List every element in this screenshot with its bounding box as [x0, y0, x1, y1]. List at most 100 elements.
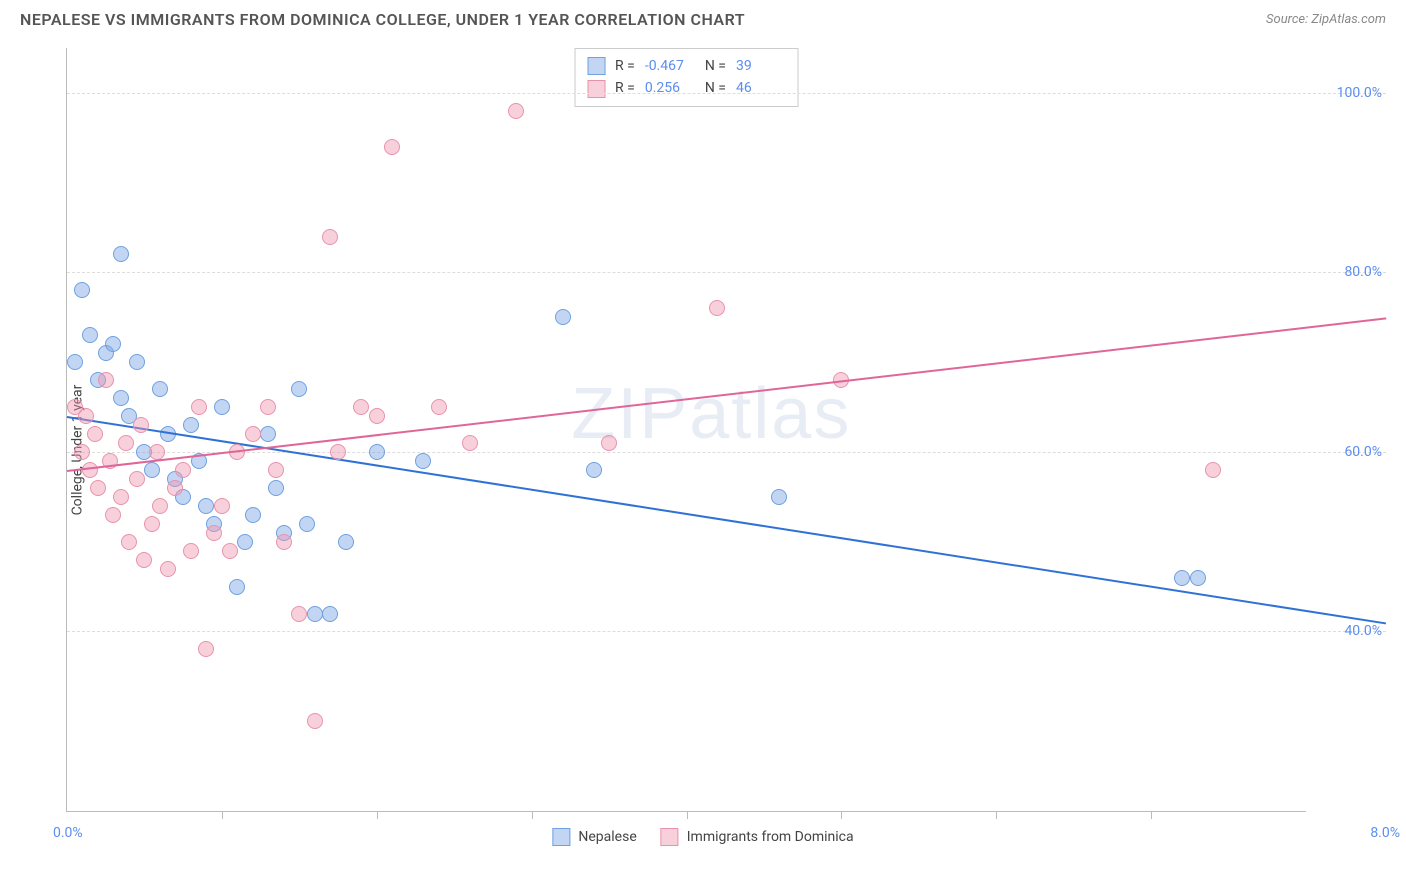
scatter-point — [206, 525, 222, 541]
scatter-point — [709, 300, 725, 316]
scatter-point — [260, 426, 276, 442]
scatter-point — [322, 606, 338, 622]
scatter-point — [74, 282, 90, 298]
scatter-point — [237, 534, 253, 550]
y-tick-label: 80.0% — [1344, 264, 1382, 280]
scatter-point — [508, 103, 524, 119]
scatter-point — [601, 435, 617, 451]
source-label: Source: ZipAtlas.com — [1266, 12, 1386, 27]
stats-legend-box: R = -0.467 N = 39 R = 0.256 N = 46 — [574, 48, 799, 107]
scatter-point — [462, 435, 478, 451]
scatter-point — [299, 516, 315, 532]
stat-r-label: R = — [615, 77, 635, 99]
scatter-point — [160, 561, 176, 577]
stat-n-value: 46 — [736, 77, 786, 99]
scatter-point — [353, 399, 369, 415]
scatter-point — [121, 534, 137, 550]
swatch-icon — [552, 828, 570, 846]
scatter-point — [87, 426, 103, 442]
scatter-point — [214, 498, 230, 514]
x-axis-max-label: 8.0% — [1370, 825, 1400, 841]
scatter-point — [338, 534, 354, 550]
scatter-point — [1174, 570, 1190, 586]
scatter-point — [214, 399, 230, 415]
y-tick-label: 40.0% — [1344, 623, 1382, 639]
scatter-point — [78, 408, 94, 424]
swatch-icon — [587, 57, 605, 75]
gridline — [67, 93, 1386, 94]
scatter-point — [133, 417, 149, 433]
scatter-point — [82, 327, 98, 343]
legend-label: Nepalese — [578, 829, 636, 845]
x-axis-min-label: 0.0% — [53, 825, 83, 841]
y-tick-label: 60.0% — [1344, 444, 1382, 460]
scatter-point — [369, 444, 385, 460]
chart-title: NEPALESE VS IMMIGRANTS FROM DOMINICA COL… — [20, 10, 745, 29]
stat-r-value: 0.256 — [645, 77, 695, 99]
bottom-legend: Nepalese Immigrants from Dominica — [552, 828, 853, 846]
plot-area: ZIPatlas R = -0.467 N = 39 R = 0.256 N =… — [66, 48, 1306, 812]
scatter-point — [98, 372, 114, 388]
legend-item-0: Nepalese — [552, 828, 636, 846]
scatter-point — [67, 354, 83, 370]
scatter-point — [183, 417, 199, 433]
x-tick — [996, 811, 997, 819]
scatter-point — [268, 480, 284, 496]
x-tick — [532, 811, 533, 819]
y-tick-label: 100.0% — [1337, 85, 1382, 101]
scatter-point — [431, 399, 447, 415]
scatter-point — [175, 462, 191, 478]
scatter-point — [144, 516, 160, 532]
stats-row-0: R = -0.467 N = 39 — [587, 55, 786, 77]
scatter-point — [586, 462, 602, 478]
scatter-point — [105, 336, 121, 352]
stat-r-value: -0.467 — [645, 55, 695, 77]
scatter-point — [198, 498, 214, 514]
scatter-point — [90, 480, 106, 496]
stat-n-value: 39 — [736, 55, 786, 77]
scatter-point — [129, 471, 145, 487]
scatter-point — [144, 462, 160, 478]
chart-container: College, Under 1 year ZIPatlas R = -0.46… — [20, 48, 1386, 852]
legend-item-1: Immigrants from Dominica — [661, 828, 854, 846]
scatter-point — [1205, 462, 1221, 478]
scatter-point — [105, 507, 121, 523]
scatter-point — [152, 498, 168, 514]
scatter-point — [136, 552, 152, 568]
scatter-point — [183, 543, 199, 559]
scatter-point — [771, 489, 787, 505]
scatter-point — [369, 408, 385, 424]
scatter-point — [260, 399, 276, 415]
scatter-point — [149, 444, 165, 460]
stats-row-1: R = 0.256 N = 46 — [587, 77, 786, 99]
scatter-point — [276, 534, 292, 550]
scatter-point — [152, 381, 168, 397]
gridline — [67, 452, 1386, 453]
swatch-icon — [661, 828, 679, 846]
trend-line — [67, 317, 1386, 472]
scatter-point — [113, 489, 129, 505]
scatter-point — [415, 453, 431, 469]
x-tick — [687, 811, 688, 819]
swatch-icon — [587, 80, 605, 98]
scatter-point — [167, 480, 183, 496]
scatter-point — [74, 444, 90, 460]
scatter-point — [222, 543, 238, 559]
legend-label: Immigrants from Dominica — [687, 829, 854, 845]
scatter-point — [291, 606, 307, 622]
scatter-point — [330, 444, 346, 460]
scatter-point — [245, 507, 261, 523]
scatter-point — [129, 354, 145, 370]
scatter-point — [307, 713, 323, 729]
scatter-point — [198, 641, 214, 657]
stat-n-label: N = — [705, 55, 726, 77]
scatter-point — [245, 426, 261, 442]
scatter-point — [118, 435, 134, 451]
scatter-point — [291, 381, 307, 397]
scatter-point — [384, 139, 400, 155]
scatter-point — [229, 579, 245, 595]
scatter-point — [307, 606, 323, 622]
x-tick — [377, 811, 378, 819]
stat-n-label: N = — [705, 77, 726, 99]
scatter-point — [322, 229, 338, 245]
